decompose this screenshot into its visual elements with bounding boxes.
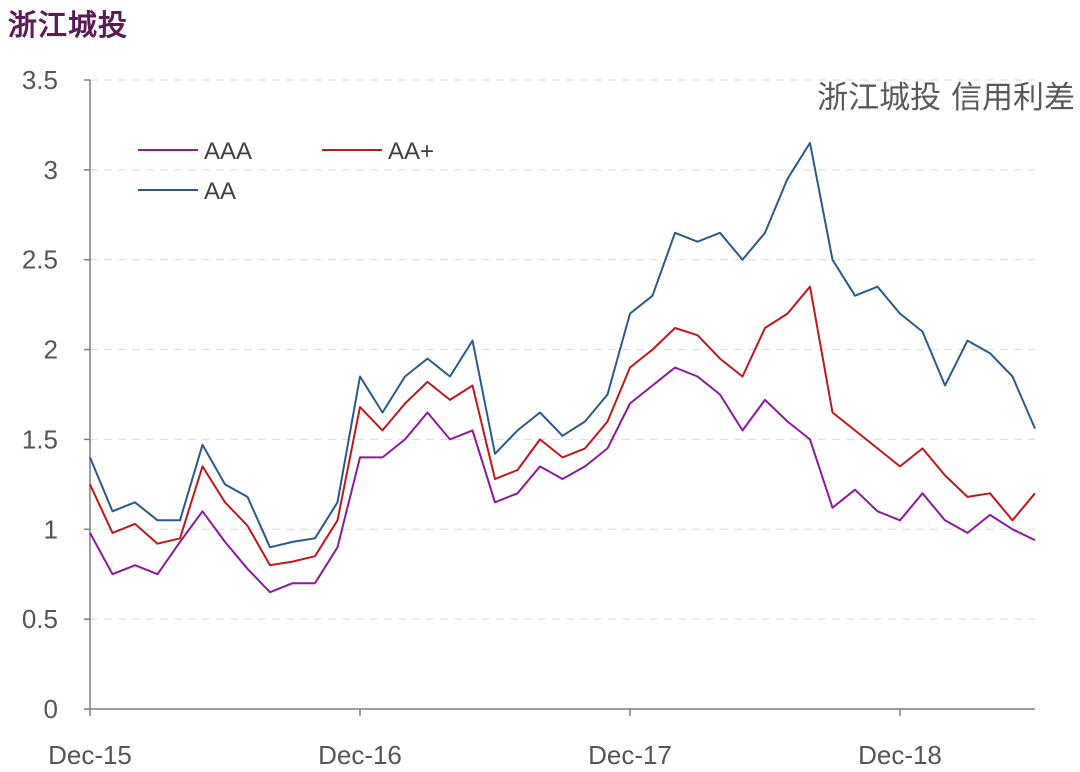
x-tick-label: Dec-16 xyxy=(318,740,402,770)
legend-label: AA+ xyxy=(388,138,434,165)
chart-title: 浙江城投 信用利差 xyxy=(817,80,1075,116)
y-tick-label: 0 xyxy=(44,694,58,724)
series-line-aa xyxy=(89,141,1036,549)
y-tick-label: 2.5 xyxy=(22,245,58,275)
page-title: 浙江城投 xyxy=(8,8,129,42)
y-tick-label: 1.5 xyxy=(22,424,58,454)
legend: AAA AA+ AA xyxy=(138,138,434,205)
axes xyxy=(84,79,1035,716)
y-tick-label: 3.5 xyxy=(22,65,58,95)
legend-label: AA xyxy=(204,178,236,205)
y-tick-label: 2 xyxy=(44,335,58,365)
y-tick-labels: 0 0.5 1 1.5 2 2.5 3 3.5 xyxy=(22,65,58,724)
x-tick-label: Dec-18 xyxy=(858,740,942,770)
series-line-aa-plus xyxy=(89,285,1036,567)
grid-lines xyxy=(90,79,1035,620)
x-tick-label: Dec-17 xyxy=(588,740,672,770)
y-tick-label: 3 xyxy=(44,155,58,185)
x-tick-labels: Dec-15 Dec-16 Dec-17 Dec-18 xyxy=(48,740,942,770)
x-tick-label: Dec-15 xyxy=(48,740,132,770)
series-lines xyxy=(89,141,1036,594)
series-line-aaa xyxy=(89,366,1036,594)
y-tick-label: 1 xyxy=(44,514,58,544)
y-tick-label: 0.5 xyxy=(22,604,58,634)
legend-label: AAA xyxy=(204,138,252,165)
